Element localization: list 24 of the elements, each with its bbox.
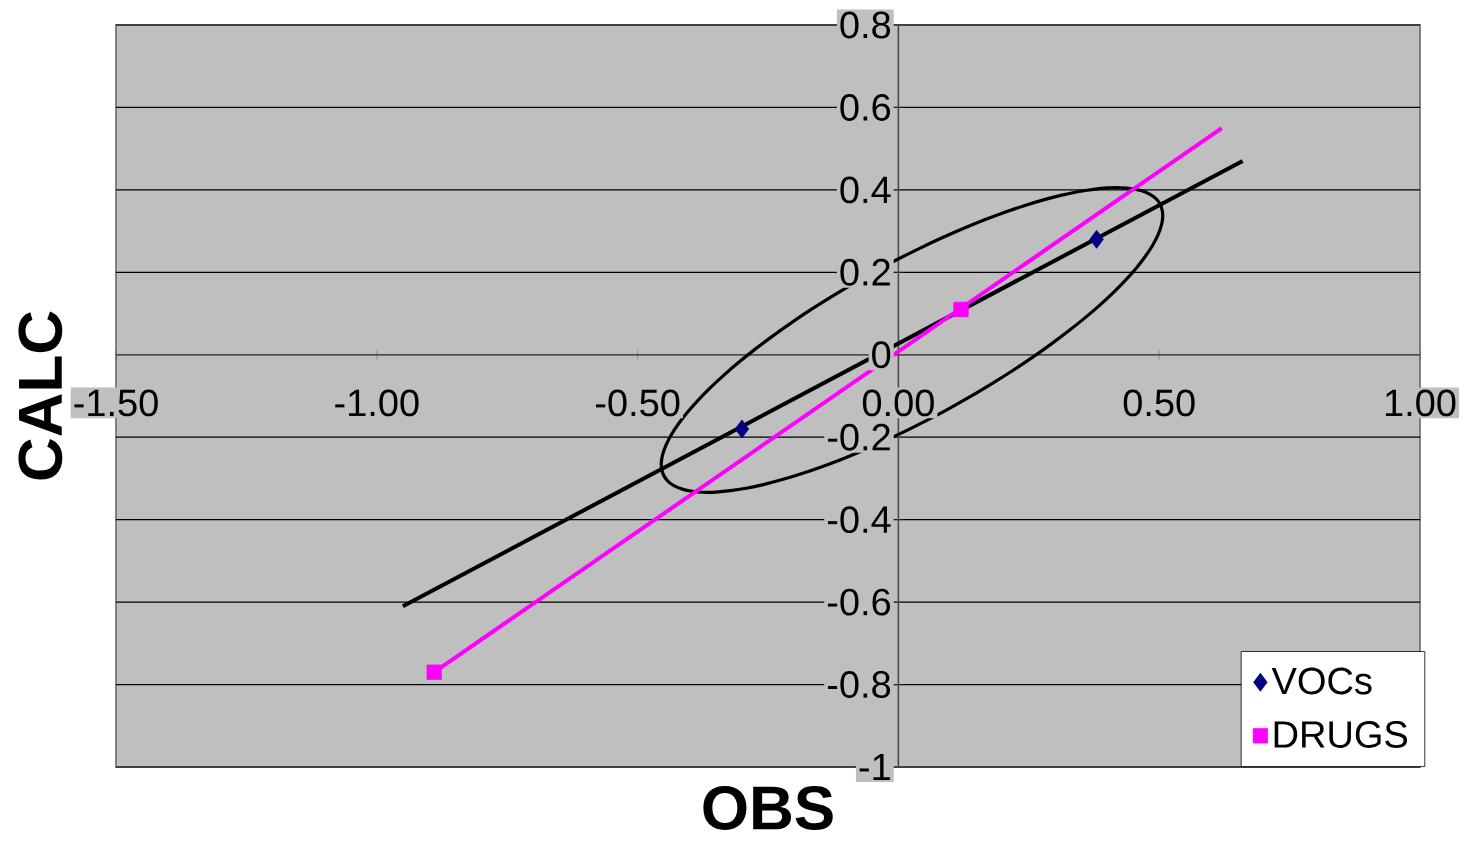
- point: [734, 419, 750, 439]
- y-tick-label: -1: [859, 753, 890, 781]
- legend-label: DRUGS: [1274, 721, 1408, 748]
- x-tick-label: -1.50: [74, 389, 158, 417]
- y-tick-label: -0.6: [827, 588, 891, 616]
- x-tick-label: 1.00: [1385, 389, 1456, 417]
- y-axis-title: CALC: [18, 311, 63, 480]
- x-tick-label: 0.50: [1123, 389, 1195, 417]
- y-tick-label: 0.8: [840, 11, 891, 39]
- legend-label: VOCs: [1271, 667, 1372, 695]
- x-tick-label: 0.00: [862, 389, 934, 417]
- x-tick-label: -0.50: [595, 389, 680, 417]
- x-tick-label: -1.00: [335, 389, 419, 417]
- y-tick-label: 0.2: [840, 258, 890, 286]
- point: [426, 664, 442, 680]
- y-tick-label: -0.4: [827, 506, 891, 534]
- y-tick-label: -0.8: [827, 671, 891, 698]
- y-tick-label: 0: [872, 341, 891, 369]
- y-tick-label: 0.4: [840, 176, 891, 204]
- y-tick-label: -0.2: [827, 423, 890, 451]
- x-axis-title: OBS: [703, 786, 833, 830]
- point: [1089, 229, 1104, 249]
- point: [953, 301, 969, 318]
- y-tick-label: 0.6: [840, 93, 891, 121]
